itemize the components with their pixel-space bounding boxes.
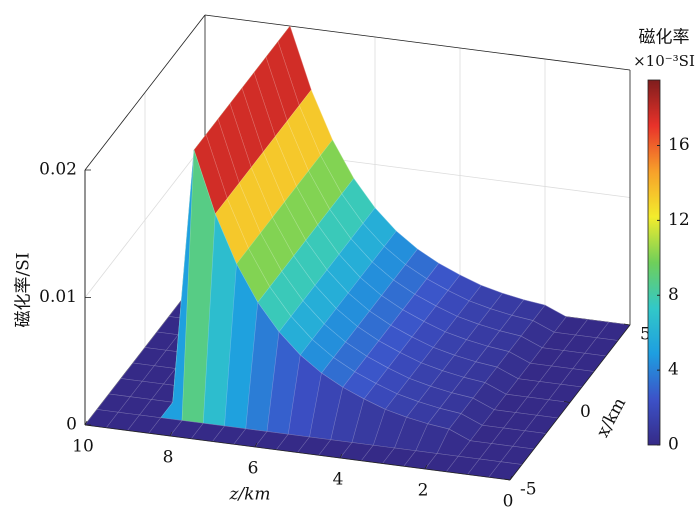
colorbar-tick-label: 8	[668, 285, 679, 305]
x-tick-label: 10	[72, 437, 94, 457]
colorbar-tick-label: 0	[668, 435, 679, 455]
colorbar-tick-label: 4	[668, 360, 679, 380]
y-tick	[623, 323, 631, 326]
x-tick	[169, 431, 173, 437]
z-tick-label: 0	[66, 415, 77, 435]
x-tick	[254, 442, 258, 448]
x-tick-label: 2	[418, 481, 429, 501]
grid-line	[84, 142, 206, 298]
x-tick-label: 4	[333, 470, 344, 490]
axis-box-edge	[84, 14, 206, 171]
x-axis-line	[84, 424, 511, 481]
z-tick-label: 0.01	[39, 287, 77, 307]
y-tick-label: 5	[640, 325, 651, 345]
y-tick	[503, 478, 511, 481]
x-tick	[339, 453, 343, 459]
colorbar-unit: ×10⁻³SI	[633, 52, 695, 70]
x-tick-label: 8	[163, 448, 174, 468]
z-axis-title: 磁化率/SI	[14, 252, 34, 327]
x-tick	[84, 420, 88, 426]
x-tick-label: 0	[503, 492, 514, 512]
x-tick-label: 6	[248, 459, 259, 479]
z-tick-label: 0.02	[39, 160, 77, 180]
colorbar-title: 磁化率	[639, 28, 690, 48]
y-tick	[563, 401, 571, 403]
colorbar	[647, 79, 661, 446]
y-tick-label: -5	[520, 480, 537, 500]
y-tick-label: 0	[580, 402, 591, 422]
x-axis-title: z/km	[228, 485, 270, 505]
x-tick	[424, 464, 428, 470]
x-tick	[509, 475, 513, 481]
y-axis-title: x/km	[593, 395, 630, 441]
colorbar-tick-label: 16	[668, 135, 690, 155]
colorbar-tick-label: 12	[668, 210, 690, 230]
axis-box-edge	[204, 14, 631, 71]
